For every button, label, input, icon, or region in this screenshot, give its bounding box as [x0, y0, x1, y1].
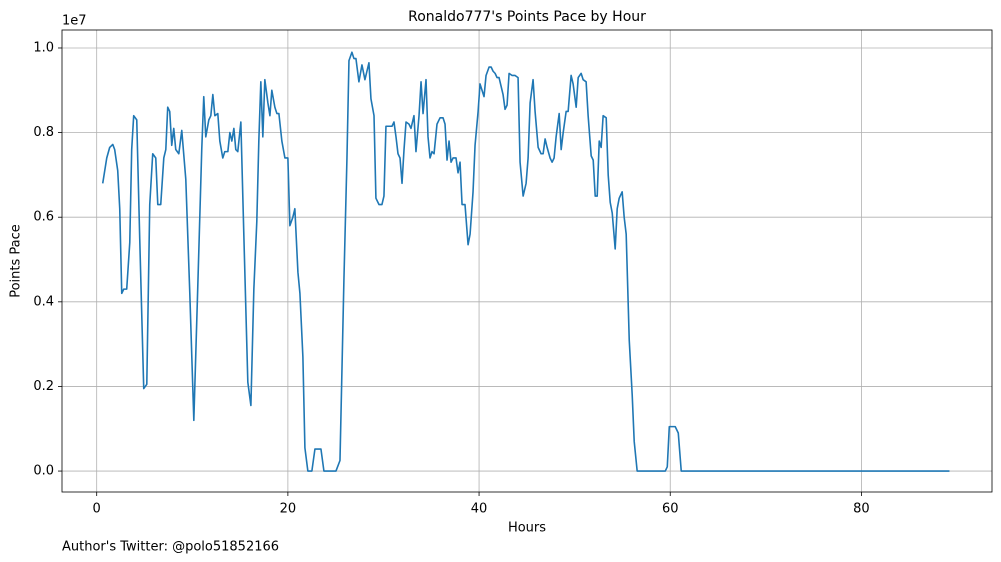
data-line [101, 51, 950, 472]
y-offset-label: 1e7 [62, 14, 87, 29]
x-tick-label: 20 [280, 502, 297, 517]
plot-frame [61, 29, 993, 493]
y-axis-label: Points Pace [9, 224, 24, 298]
y-tick-label: 1.0 [33, 40, 54, 55]
y-tick-label: 0.0 [33, 464, 54, 479]
y-tick-label: 0.4 [33, 294, 54, 309]
x-axis-label: Hours [508, 521, 546, 536]
chart-title: Ronaldo777's Points Pace by Hour [408, 9, 646, 25]
y-tick-label: 0.2 [33, 379, 54, 394]
x-tick-label: 80 [853, 502, 870, 517]
x-tick-label: 0 [93, 502, 101, 517]
x-tick-label: 60 [662, 502, 679, 517]
y-tick-label: 0.8 [33, 125, 54, 140]
footnote: Author's Twitter: @polo51852166 [62, 540, 279, 555]
x-tick-label: 40 [471, 502, 488, 517]
y-tick-label: 0.6 [33, 210, 54, 225]
